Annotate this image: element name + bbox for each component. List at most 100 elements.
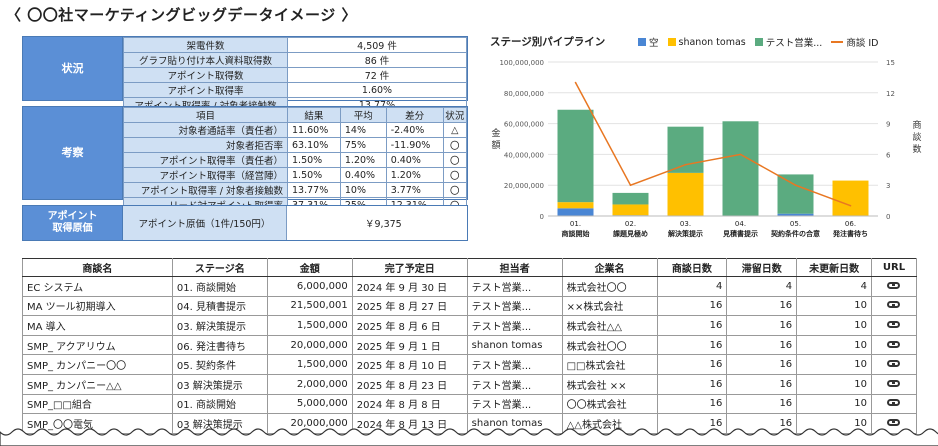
amount-cell: 21,500,001 [266, 295, 353, 317]
analysis-result: 1.50% [287, 167, 341, 183]
url-cell[interactable] [870, 276, 918, 297]
x-tick-label: 見積書提示 [722, 229, 758, 238]
bar-segment [612, 192, 649, 205]
link-icon[interactable] [887, 281, 901, 289]
table-row[interactable]: SMP_ カンパニー△△ 03 解決策提示 2,000,000 2025 年 8 月 … [22, 373, 918, 395]
status-value: 4,509 件 [287, 37, 467, 53]
x-tick-number: 04. [735, 220, 746, 228]
column-header[interactable]: 担当者 [466, 258, 563, 277]
analysis-average: 1.20% [339, 152, 387, 168]
analysis-diff: 1.20% [385, 167, 444, 183]
page-title: 〈 〇〇社マーケティングビッグデータイメージ 〉 [6, 6, 357, 24]
company-cell: 〇〇株式会社 [561, 393, 658, 415]
analysis-state: 〇 [442, 152, 468, 168]
x-tick-label: 発注書待ち [832, 229, 868, 238]
legend-item: テスト営業... [754, 35, 822, 49]
y2-axis-label: 商 [912, 119, 921, 131]
link-icon[interactable] [887, 360, 901, 368]
legend-swatch [638, 38, 646, 46]
amount-cell: 20,000,000 [266, 334, 353, 356]
link-icon[interactable] [887, 399, 901, 407]
status-label: 架電件数 [123, 37, 288, 53]
column-header[interactable]: URL [870, 258, 918, 277]
url-cell[interactable] [870, 295, 918, 317]
company-cell: 株式会社△△ [561, 315, 658, 336]
analysis-row: アポイント取得率（経営陣） 1.50% 0.40% 1.20% 〇 [123, 167, 468, 183]
table-row[interactable]: EC システム 01. 商談開始 6,000,000 2024 年 9 月 30 日テ… [22, 276, 918, 297]
bar-segment [832, 180, 869, 216]
column-header[interactable]: 企業名 [561, 258, 658, 277]
analysis-diff: -2.40% [385, 122, 444, 138]
company-cell: ××株式会社 [561, 295, 658, 317]
analysis-row: 対象者通話率（責任者） 11.60% 14% -2.40% △ [123, 122, 468, 138]
column-header[interactable]: 商談名 [22, 258, 173, 277]
link-icon[interactable] [887, 320, 901, 328]
stage-name-cell: 06. 発注書待ち [171, 334, 268, 356]
url-cell[interactable] [870, 393, 918, 415]
stage-name-cell: 03. 解決策提示 [171, 315, 268, 336]
pipeline-chart: ステージ別パイプライン 空 shanon tomas テスト営業... 商談 ID 1… [480, 28, 936, 248]
status-row: アポイント取得率 1.60% [123, 82, 467, 98]
stay-days-cell: 16 [726, 354, 798, 375]
y2-tick-label: 9 [886, 121, 890, 129]
deal-days-cell: 4 [656, 276, 728, 297]
analysis-row: 対象者拒否率 63.10% 75% -11.90% 〇 [123, 137, 468, 153]
deal-days-cell: 16 [656, 373, 728, 395]
column-header[interactable]: ステージ名 [171, 258, 268, 277]
column-header[interactable]: 滞留日数 [726, 258, 798, 277]
column-header[interactable]: 完了予定日 [351, 258, 468, 277]
deal-name-cell: MA 導入 [22, 315, 173, 336]
legend-swatch [667, 38, 676, 46]
y2-axis-label: 数 [912, 143, 921, 155]
x-tick-label: 解決策提示 [668, 229, 703, 238]
deal-name-cell: EC システム [22, 276, 173, 297]
owner-cell: テスト営業... [466, 295, 563, 317]
url-cell[interactable] [870, 334, 918, 356]
analysis-label: アポイント取得率（責任者） [123, 152, 288, 168]
stage-name-cell: 04. 見積書提示 [171, 295, 268, 317]
link-icon[interactable] [887, 418, 901, 426]
url-cell[interactable] [870, 354, 918, 375]
deal-days-cell: 16 [656, 393, 728, 415]
link-icon[interactable] [887, 301, 901, 309]
deal-name-cell: MA ツール初期導入 [22, 295, 173, 317]
table-row[interactable]: MA 導入 03. 解決策提示 1,500,000 2025 年 8 月 6 日テスト… [22, 315, 918, 336]
stay-days-cell: 16 [726, 373, 798, 395]
column-header[interactable]: 未更新日数 [796, 258, 872, 277]
amount-cell: 1,500,000 [266, 354, 353, 375]
chart-legend: 空 shanon tomas テスト営業... 商談 ID [638, 35, 878, 49]
y-tick-label: 0 [540, 213, 544, 221]
column-header[interactable]: 商談日数 [656, 258, 728, 277]
analysis-average: 75% [339, 137, 387, 153]
legend-item: 空 [638, 35, 659, 49]
table-row[interactable]: SMP_□□組合 01. 商談開始 5,000,000 2024 年 8 月 8 日テ… [22, 393, 918, 415]
stay-days-cell: 16 [726, 295, 798, 317]
analysis-row: アポイント取得率（責任者） 1.50% 1.20% 0.40% 〇 [123, 152, 468, 168]
stay-days-cell: 4 [726, 276, 798, 297]
table-row[interactable]: MA ツール初期導入 04. 見積書提示 21,500,001 2025 年 8 月 … [22, 295, 918, 317]
stale-days-cell: 10 [796, 373, 872, 395]
status-value: 1.60% [287, 82, 467, 98]
url-cell[interactable] [870, 315, 918, 336]
x-tick-label: 商談開始 [562, 229, 590, 238]
bar-segment [722, 121, 759, 216]
column-header[interactable]: 金額 [266, 258, 353, 277]
analysis-result: 63.10% [287, 137, 341, 153]
table-row[interactable]: SMP_ カンパニー〇〇 05. 契約条件 1,500,000 2025 年 8 月 … [22, 354, 918, 375]
link-icon[interactable] [887, 379, 901, 387]
deal-name-cell: SMP_□□組合 [22, 393, 173, 415]
x-tick-number: 06. [845, 220, 856, 228]
close-date-cell: 2024 年 8 月 8 日 [351, 393, 468, 415]
bar-segment [557, 202, 594, 209]
owner-cell: テスト営業... [466, 393, 563, 415]
table-row[interactable]: SMP_ アクアリウム 06. 発注書待ち 20,000,000 2025 年 9 月… [22, 334, 918, 356]
bar-segment [557, 109, 594, 203]
url-cell[interactable] [870, 373, 918, 395]
amount-cell: 1,500,000 [266, 315, 353, 336]
analysis-average: 14% [339, 122, 387, 138]
analysis-heading: 考察 [23, 107, 123, 199]
stale-days-cell: 10 [796, 334, 872, 356]
link-icon[interactable] [887, 340, 901, 348]
analysis-state: 〇 [442, 167, 468, 183]
y2-tick-label: 0 [886, 213, 890, 221]
